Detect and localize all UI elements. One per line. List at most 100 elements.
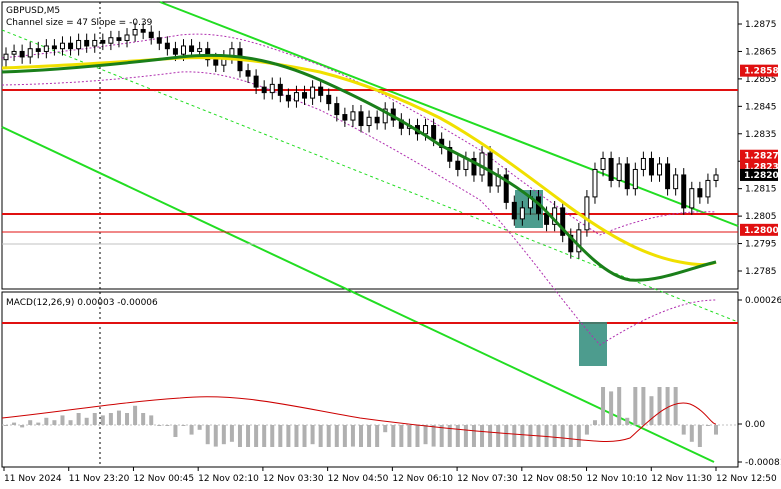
candle[interactable] — [463, 151, 469, 177]
candle[interactable] — [302, 85, 308, 105]
candle[interactable] — [616, 157, 622, 188]
candle[interactable] — [318, 80, 324, 103]
candle[interactable] — [35, 41, 41, 59]
candle[interactable] — [334, 96, 340, 122]
candle[interactable] — [19, 44, 25, 64]
candle[interactable] — [358, 104, 364, 133]
candle[interactable] — [261, 80, 267, 100]
candle[interactable] — [132, 22, 138, 42]
candle[interactable] — [342, 107, 348, 127]
candle[interactable] — [648, 151, 654, 182]
candle-body — [657, 163, 663, 176]
candle[interactable] — [479, 146, 485, 182]
candle[interactable] — [624, 157, 630, 196]
macd-bar — [44, 417, 49, 425]
candle[interactable] — [156, 30, 162, 51]
time-tick-label: 12 Nov 04:50 — [328, 474, 389, 484]
candle[interactable] — [511, 195, 517, 226]
candle[interactable] — [560, 201, 566, 243]
candle[interactable] — [608, 151, 614, 188]
candle[interactable] — [221, 50, 227, 73]
price-tag-bg — [740, 149, 778, 162]
candle[interactable] — [92, 33, 98, 53]
macd-tick-label: 0.00026 — [745, 296, 781, 306]
channel-upper-line[interactable] — [159, 1, 739, 227]
candle-body — [245, 70, 251, 77]
candle[interactable] — [148, 25, 154, 45]
candle[interactable] — [326, 88, 332, 111]
candle[interactable] — [398, 113, 404, 136]
candle-body — [705, 179, 711, 198]
candle[interactable] — [253, 69, 259, 94]
candle[interactable] — [269, 77, 275, 100]
candle[interactable] — [59, 36, 65, 56]
candle[interactable] — [124, 28, 130, 48]
candle[interactable] — [681, 168, 687, 215]
candle[interactable] — [366, 110, 372, 133]
candle[interactable] — [310, 80, 316, 105]
candle[interactable] — [705, 173, 711, 204]
candle-body — [318, 86, 324, 96]
candle[interactable] — [51, 39, 57, 56]
candle[interactable] — [584, 190, 590, 237]
candle[interactable] — [285, 88, 291, 108]
candle-body — [455, 160, 461, 170]
candle[interactable] — [689, 181, 695, 215]
candle[interactable] — [108, 30, 114, 51]
candle-body — [3, 53, 9, 61]
candle[interactable] — [568, 228, 574, 259]
candle[interactable] — [673, 168, 679, 196]
candle[interactable] — [495, 168, 501, 193]
candle[interactable] — [374, 110, 380, 130]
candle[interactable] — [245, 63, 251, 84]
candle[interactable] — [471, 151, 477, 182]
candle[interactable] — [3, 47, 9, 67]
macd-bar — [68, 420, 73, 425]
candle[interactable] — [632, 162, 638, 196]
channel-lower-line[interactable] — [1, 126, 715, 463]
highlight-boxes — [515, 190, 607, 366]
macd-bar — [625, 417, 630, 425]
candle[interactable] — [382, 102, 388, 130]
candle[interactable] — [43, 39, 49, 59]
candle[interactable] — [68, 36, 74, 56]
candle[interactable] — [455, 154, 461, 177]
candle-body — [84, 39, 90, 47]
ma-green-line[interactable] — [1, 53, 717, 282]
candle[interactable] — [84, 33, 90, 53]
candle[interactable] — [11, 44, 17, 62]
candle[interactable] — [665, 157, 671, 196]
candle-body — [156, 37, 162, 44]
candle[interactable] — [592, 162, 598, 204]
candle[interactable] — [229, 41, 235, 64]
candle[interactable] — [552, 201, 558, 232]
candle[interactable] — [447, 140, 453, 169]
candle[interactable] — [164, 36, 170, 56]
candle[interactable] — [116, 30, 122, 48]
candle[interactable] — [140, 22, 146, 40]
candle[interactable] — [350, 104, 356, 127]
candle[interactable] — [576, 222, 582, 259]
candle[interactable] — [713, 168, 719, 188]
candle[interactable] — [277, 77, 283, 103]
candle-body — [511, 201, 517, 220]
candle[interactable] — [697, 181, 703, 204]
macd-bar — [36, 422, 41, 425]
candle[interactable] — [100, 33, 106, 51]
candle[interactable] — [640, 151, 646, 177]
candle[interactable] — [503, 168, 509, 210]
candle[interactable] — [293, 85, 299, 108]
macd-signal-line[interactable] — [1, 396, 717, 442]
candle[interactable] — [519, 201, 525, 226]
price-axis[interactable]: 1.28751.28651.28551.28451.28351.28251.28… — [738, 20, 777, 277]
time-axis[interactable]: 11 Nov 2024 11 Nov 23:20 12 Nov 00:45 12 No… — [3, 467, 777, 484]
buy-zone-box[interactable] — [579, 322, 607, 366]
candle[interactable] — [27, 41, 33, 64]
candle[interactable] — [76, 33, 82, 56]
candle[interactable] — [657, 157, 663, 182]
candle[interactable] — [600, 151, 606, 177]
candle-body — [92, 39, 98, 47]
